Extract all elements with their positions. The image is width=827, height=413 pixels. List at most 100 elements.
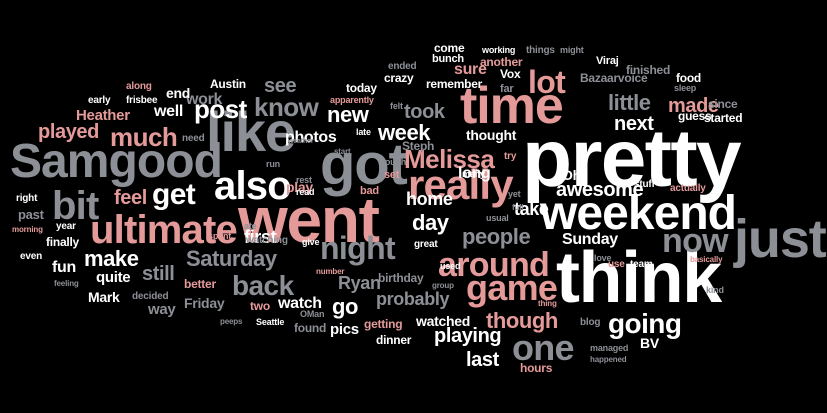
word-also: also [214,164,292,208]
word-watched: watched [416,313,471,329]
word-mark: Mark [88,289,120,305]
word-crazy: crazy [384,71,414,85]
word-home: home [406,189,453,209]
word-love: love [594,253,612,263]
word-come: come [434,41,465,55]
word-week: week [378,120,431,145]
word-hours: hours [520,361,553,375]
word-well: well [154,103,183,120]
word-frisbee: frisbee [126,95,158,106]
word-bit: bit [52,184,99,228]
word-work: work [186,91,223,108]
word-decided: decided [132,291,169,302]
word-felt: felt [390,101,403,111]
word-austin: Austin [210,77,246,91]
word-bazaarvoice: Bazaarvoice [580,71,648,85]
word-run: run [266,159,280,169]
word-way: way [148,301,176,318]
word-played: played [38,121,99,143]
word-found: found [294,321,327,335]
word-weather: weather [288,138,314,145]
word-food: food [676,71,702,85]
word-melissa: Melissa [404,144,495,174]
word-need: need [182,133,205,144]
word-along: along [126,81,152,92]
word-sure: sure [454,61,487,78]
word-basically: basically [690,255,723,264]
word-better: better [184,277,216,291]
word-right: right [16,193,38,204]
word-play: play [286,179,313,195]
word-end: end [166,85,191,101]
word-awesome: awesome [556,179,644,201]
word-went: went [238,184,380,256]
word-yet: yet [508,189,521,199]
word-today: today [346,81,377,95]
word-far: far [500,83,514,95]
word-give: give [302,237,320,247]
word-ryan: Ryan [338,273,381,293]
word-just: just [734,209,827,269]
word-started: started [704,111,743,125]
word-actually: actually [670,183,706,194]
word-bunch: bunch [432,53,464,65]
word-lot: lot [528,64,566,100]
word-viraj: Viraj [596,55,619,67]
word-start: start [334,147,351,156]
word-try: try [504,151,517,162]
word-vox: Vox [500,67,521,81]
word-long: long [458,165,491,182]
word-number: number [316,267,345,276]
word-game: game [466,267,558,308]
word-another: another [480,55,523,69]
word-set: set [384,169,400,181]
word-usual: usual [486,213,509,223]
word-dinner: dinner [376,333,412,347]
word-things: things [526,45,555,56]
word-past: past [18,207,44,222]
word-samgood: Samgood [10,135,223,188]
word-pretty: pretty [522,113,742,204]
word-oh: Oh [562,167,581,183]
word-night: night [320,230,396,266]
word-get: get [152,178,196,211]
word-make: make [84,246,139,271]
word-watch: watch [278,295,322,312]
word-feel: feel [114,187,147,209]
word-two: two [250,299,270,313]
word-quite: quite [96,269,131,286]
word-though: though [486,308,558,333]
word-steph: Steph [402,139,435,153]
word-happened: happened [590,355,627,364]
word-heather: Heather [76,107,130,124]
word-time: time [460,77,564,135]
word-peeps: peeps [220,317,243,326]
word-see: see [264,75,297,97]
word-fun: fun [52,259,76,276]
word-great: great [414,239,438,250]
word-spent: spent [208,231,232,241]
word-might: might [560,45,584,55]
word-year: year [56,221,76,232]
word-sunday: Sunday [562,231,618,248]
word-since: since [708,97,738,111]
word-cough: cough [380,157,407,167]
word-feeling: feeling [54,279,79,288]
word-group: group [432,281,454,290]
word-back: back [232,270,294,301]
word-take: take [514,199,549,219]
word-bad: bad [360,185,379,197]
word-many: many [462,169,485,179]
word-thing: thing [538,299,557,308]
word-much: much [110,122,178,152]
word-one: one [512,327,575,368]
word-late: late [356,127,371,137]
word-day: day [412,210,449,235]
word-managed: managed [590,343,629,353]
word-saturday: Saturday [186,246,277,271]
word-oman: OMan [300,309,325,319]
word-took: took [404,101,445,123]
word-sleep: sleep [674,83,697,93]
word-next: next [614,113,654,135]
